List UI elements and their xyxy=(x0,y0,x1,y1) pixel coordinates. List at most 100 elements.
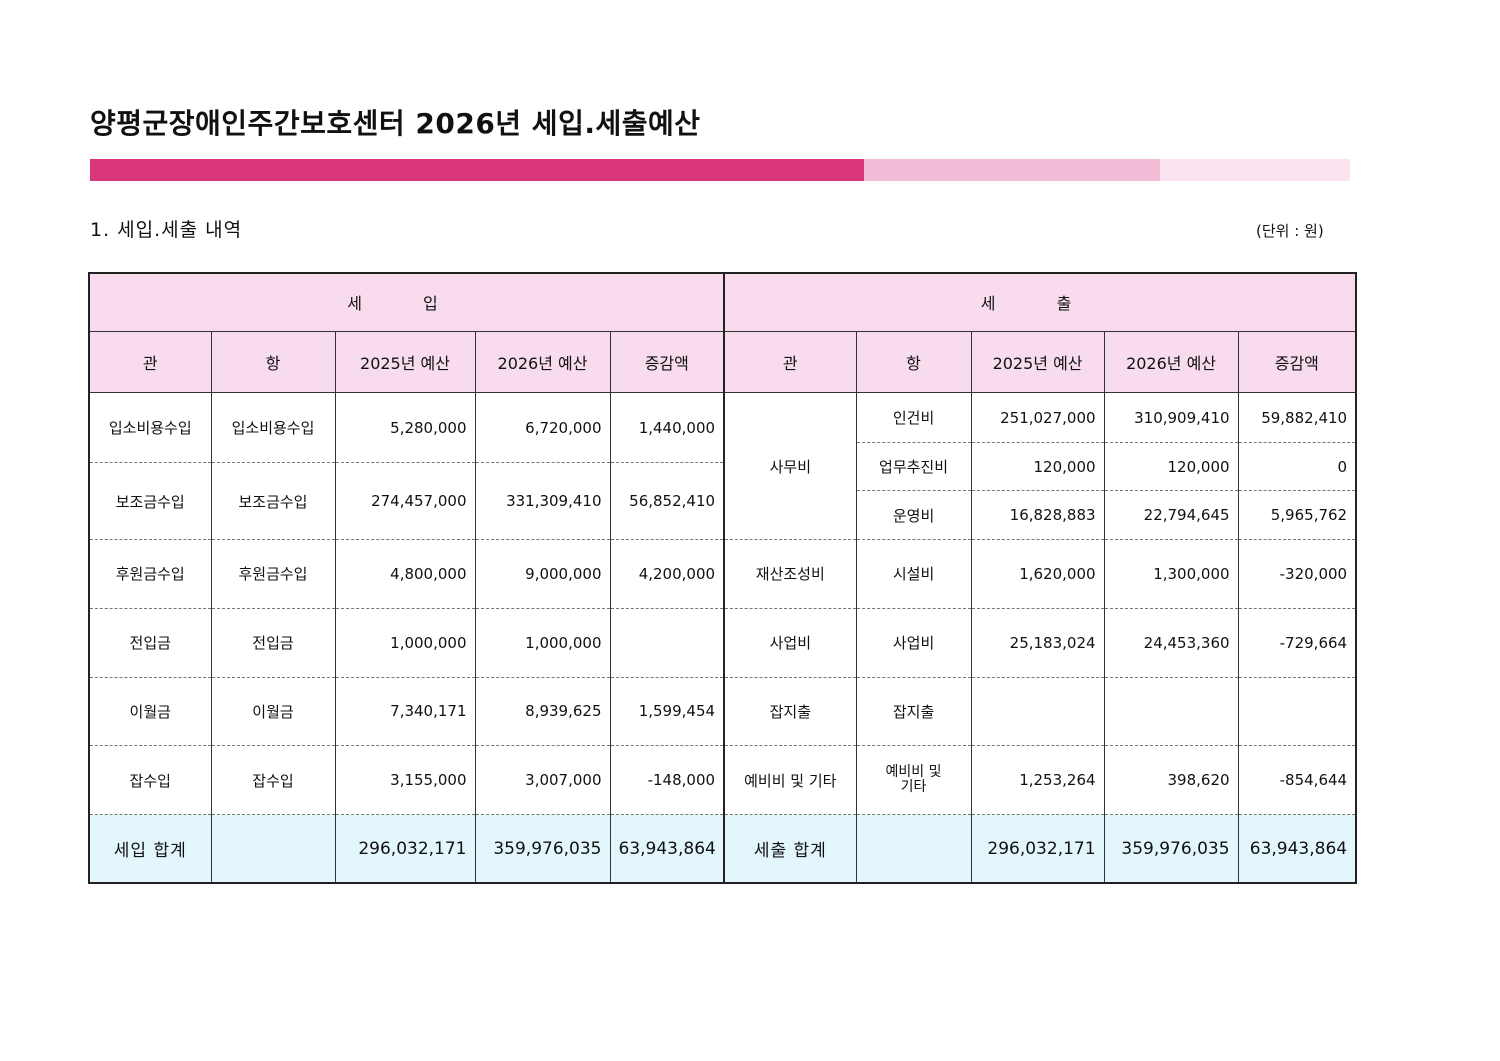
table-row: 이월금 이월금 7,340,171 8,939,625 1,599,454 잡지… xyxy=(88,677,1357,747)
expense-hang-cell: 업무추진비 xyxy=(855,442,972,492)
expense-total-2026: 359,976,035 xyxy=(1103,814,1239,883)
expense-2025-cell: 25,183,024 xyxy=(970,608,1105,678)
income-gwan-cell: 보조금수입 xyxy=(88,462,212,540)
expense-hang-cell: 예비비 및 기타 xyxy=(855,745,972,816)
income-hang-cell: 잡수입 xyxy=(210,745,336,816)
expense-col-diff: 증감액 xyxy=(1237,331,1357,394)
income-2025-cell: 7,340,171 xyxy=(334,677,476,747)
expense-diff-cell: -854,644 xyxy=(1237,745,1357,816)
expense-2026-cell: 310,909,410 xyxy=(1103,392,1239,443)
table-row: 보조금수입 보조금수입 274,457,000 331,309,410 56,8… xyxy=(88,462,1356,540)
expense-2026-cell xyxy=(1103,677,1239,747)
income-diff-cell: 1,599,454 xyxy=(609,677,725,747)
expense-diff-cell: 0 xyxy=(1237,442,1357,492)
expense-diff-cell: -729,664 xyxy=(1237,608,1357,678)
table-row: 업무추진비 120,000 120,000 0 xyxy=(89,442,1357,492)
expense-total-label: 세출 합계 xyxy=(723,814,857,883)
expense-2025-cell: 1,620,000 xyxy=(970,539,1105,609)
income-2026-cell: 331,309,410 xyxy=(474,462,611,540)
title-underline-bar xyxy=(90,159,864,181)
income-2025-cell: 1,000,000 xyxy=(334,608,476,678)
expense-2026-cell: 120,000 xyxy=(1103,442,1239,492)
income-col-2026: 2026년 예산 xyxy=(474,331,611,394)
budget-table: 세 입 세 출 관 항 2025년 예산 2026년 예산 증감액 관 항 20… xyxy=(88,272,1358,884)
income-2025-cell: 5,280,000 xyxy=(334,392,476,464)
expense-hang-cell: 잡지출 xyxy=(855,677,972,747)
income-col-diff: 증감액 xyxy=(609,331,725,394)
expense-2026-cell: 398,620 xyxy=(1103,745,1239,816)
income-2026-cell: 8,939,625 xyxy=(474,677,611,747)
income-total-label: 세입 합계 xyxy=(88,814,212,883)
income-col-gwan: 관 xyxy=(88,331,212,394)
expense-col-hang: 항 xyxy=(855,331,972,394)
income-gwan-cell: 후원금수입 xyxy=(88,539,212,609)
income-total-empty xyxy=(210,814,336,883)
expense-gwan-cell: 잡지출 xyxy=(723,677,857,747)
income-group-header: 세 입 xyxy=(88,273,725,332)
income-diff-cell xyxy=(609,608,725,678)
income-2026-cell: 6,720,000 xyxy=(474,392,611,464)
income-hang-cell: 이월금 xyxy=(210,677,336,747)
expense-diff-cell: 5,965,762 xyxy=(1237,490,1357,540)
title-underline-bar-light xyxy=(864,159,1160,181)
page-title: 양평군장애인주간보호센터 2026년 세입.세출예산 xyxy=(90,107,701,140)
expense-hang-line1: 예비비 및 xyxy=(885,764,942,781)
expense-hang-cell: 사업비 xyxy=(855,608,972,678)
column-header-row: 관 항 2025년 예산 2026년 예산 증감액 관 항 2025년 예산 2… xyxy=(88,331,1357,394)
expense-2025-cell: 251,027,000 xyxy=(970,392,1105,443)
income-col-hang: 항 xyxy=(210,331,336,394)
income-gwan-cell: 잡수입 xyxy=(88,745,212,816)
income-2026-cell: 1,000,000 xyxy=(474,608,611,678)
income-gwan-cell: 입소비용수입 xyxy=(88,392,212,464)
table-row: 잡수입 잡수입 3,155,000 3,007,000 -148,000 예비비… xyxy=(88,745,1357,816)
income-hang-cell: 보조금수입 xyxy=(210,462,336,540)
table-row: 입소비용수입 입소비용수입 5,280,000 6,720,000 1,440,… xyxy=(88,392,1357,540)
income-total-2026: 359,976,035 xyxy=(474,814,611,883)
total-row: 세입 합계 296,032,171 359,976,035 63,943,864… xyxy=(88,814,1357,883)
expense-diff-cell: -320,000 xyxy=(1237,539,1357,609)
title-underline-bar-lighter xyxy=(1160,159,1350,181)
expense-gwan-cell: 재산조성비 xyxy=(723,539,857,609)
income-col-2025: 2025년 예산 xyxy=(334,331,476,394)
expense-col-2026: 2026년 예산 xyxy=(1103,331,1239,394)
expense-hang-cell: 인건비 xyxy=(855,392,972,443)
income-diff-cell: 56,852,410 xyxy=(609,462,725,540)
expense-col-gwan: 관 xyxy=(723,331,857,394)
income-total-2025: 296,032,171 xyxy=(334,814,476,883)
expense-2026-cell: 1,300,000 xyxy=(1103,539,1239,609)
expense-2026-cell: 24,453,360 xyxy=(1103,608,1239,678)
expense-hang-cell: 운영비 xyxy=(855,490,972,540)
expense-hang-cell: 시설비 xyxy=(855,539,972,609)
expense-total-2025: 296,032,171 xyxy=(970,814,1105,883)
income-hang-cell: 입소비용수입 xyxy=(210,392,336,464)
expense-2025-cell: 16,828,883 xyxy=(970,490,1105,540)
income-2025-cell: 4,800,000 xyxy=(334,539,476,609)
income-2026-cell: 9,000,000 xyxy=(474,539,611,609)
income-gwan-cell: 전입금 xyxy=(88,608,212,678)
group-header-row: 세 입 세 출 xyxy=(88,273,1357,332)
expense-2025-cell: 120,000 xyxy=(970,442,1105,492)
section-title: 1. 세입.세출 내역 xyxy=(90,219,243,241)
table-row: 운영비 16,828,883 22,794,645 5,965,762 xyxy=(89,490,1357,540)
expense-group-header: 세 출 xyxy=(723,273,1357,332)
table-row: 후원금수입 후원금수입 4,800,000 9,000,000 4,200,00… xyxy=(88,539,1357,609)
expense-col-2025: 2025년 예산 xyxy=(970,331,1105,394)
expense-gwan-cell: 예비비 및 기타 xyxy=(723,745,857,816)
expense-hang-line2: 기타 xyxy=(900,779,927,796)
income-2025-cell: 274,457,000 xyxy=(334,462,476,540)
expense-diff-cell xyxy=(1237,677,1357,747)
income-2026-cell: 3,007,000 xyxy=(474,745,611,816)
expense-gwan-cell: 사무비 xyxy=(723,392,857,540)
expense-total-empty xyxy=(855,814,972,883)
income-2025-cell: 3,155,000 xyxy=(334,745,476,816)
expense-diff-cell: 59,882,410 xyxy=(1237,392,1357,443)
expense-gwan-cell: 사업비 xyxy=(723,608,857,678)
expense-2025-cell: 1,253,264 xyxy=(970,745,1105,816)
income-diff-cell: -148,000 xyxy=(609,745,725,816)
expense-2025-cell xyxy=(970,677,1105,747)
expense-total-diff: 63,943,864 xyxy=(1237,814,1357,883)
income-total-diff: 63,943,864 xyxy=(609,814,725,883)
income-hang-cell: 후원금수입 xyxy=(210,539,336,609)
income-hang-cell: 전입금 xyxy=(210,608,336,678)
table-row: 전입금 전입금 1,000,000 1,000,000 사업비 사업비 25,1… xyxy=(88,608,1357,678)
